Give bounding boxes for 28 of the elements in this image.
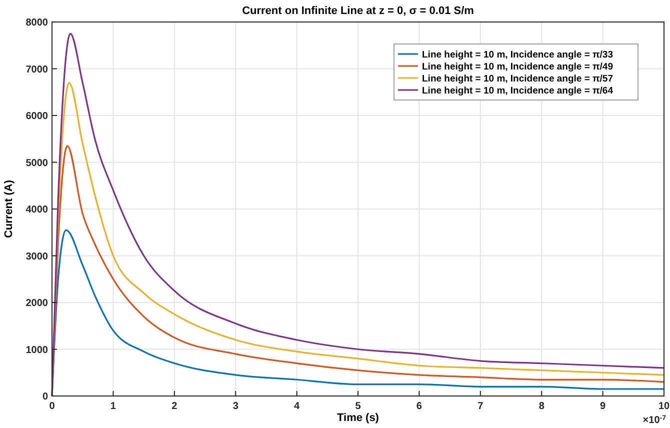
y-tick-label: 6000	[26, 111, 48, 122]
chart-title: Current on Infinite Line at z = 0, σ = 0.01 S/m	[242, 5, 474, 17]
x-tick-label: 4	[294, 401, 300, 412]
x-tick-label: 7	[478, 401, 484, 412]
x-tick-label: 6	[416, 401, 422, 412]
y-tick-label: 8000	[26, 18, 48, 28]
x-tick-label: 9	[600, 401, 606, 412]
x-tick-label: 0	[49, 401, 56, 412]
y-tick-label: 3000	[26, 251, 48, 262]
legend-label: Line height = 10 m, Incidence angle = π/49	[422, 62, 614, 72]
x-tick-label: 10	[658, 401, 670, 412]
y-tick-label: 0	[42, 392, 48, 402]
x-axis-title: Time (s)	[337, 412, 380, 424]
y-tick-label: 4000	[26, 204, 48, 216]
y-axis-title: Current (A)	[3, 180, 15, 238]
y-tick-label: 5000	[26, 158, 48, 169]
x-tick-label: 2	[172, 401, 178, 412]
x-tick-label: 8	[538, 401, 545, 412]
y-tick-label: 2000	[26, 298, 48, 309]
x-tick-label: 3	[232, 401, 239, 412]
legend-label: Line height = 10 m, Incidence angle = π/64	[422, 86, 614, 96]
x-tick-label: 1	[110, 401, 116, 412]
legend-label: Line height = 10 m, Incidence angle = π/33	[422, 50, 614, 60]
x-tick-label: 5	[355, 401, 362, 412]
y-tick-label: 1000	[26, 344, 48, 356]
legend-label: Line height = 10 m, Incidence angle = π/57	[422, 74, 614, 84]
text: ×10$^{-7}$	[642, 414, 666, 426]
y-tick-label: 7000	[26, 64, 48, 76]
